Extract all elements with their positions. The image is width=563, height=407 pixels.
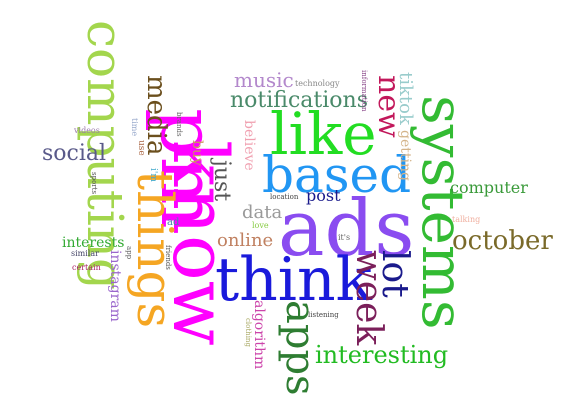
word-believe: believe	[241, 120, 257, 171]
word-time: time	[130, 118, 139, 137]
word-october: october	[452, 226, 553, 256]
word-im: i'm	[148, 168, 158, 182]
word-similar: similar	[71, 249, 99, 258]
word-listening: listening	[308, 311, 339, 319]
word-clothing: clothing	[244, 318, 252, 347]
word-notifications: notifications	[230, 88, 368, 113]
word-based: based	[262, 146, 412, 204]
word-think: think	[215, 245, 372, 315]
word-information: information	[360, 70, 368, 112]
word-certain: certain	[72, 263, 101, 272]
word-videos: videos	[74, 126, 100, 135]
word-ads: ads	[278, 184, 415, 274]
word-its: it's	[338, 233, 351, 242]
word-interests: interests	[62, 235, 125, 251]
word-location: location	[270, 193, 299, 201]
word-things: things	[126, 170, 184, 329]
word-interesting: interesting	[315, 341, 449, 369]
word-ad: ad	[167, 217, 180, 228]
word-friends: friends	[164, 245, 172, 270]
word-love: love	[252, 221, 269, 230]
word-app: app	[125, 246, 133, 260]
word-tiktok: tiktok	[395, 72, 416, 125]
word-media: media	[141, 75, 171, 156]
word-technology: technology	[295, 79, 340, 88]
word-buy: buy	[189, 140, 205, 166]
word-systems: systems	[409, 95, 477, 330]
word-like: like	[270, 100, 377, 168]
word-algorithm: algorithm	[251, 300, 267, 370]
word-computer: computer	[450, 178, 528, 197]
word-lot: lot	[374, 250, 415, 298]
word-sports: sports	[90, 172, 98, 195]
word-brands: brands	[175, 112, 183, 137]
word-just: just	[209, 160, 234, 202]
word-talking: talking	[452, 215, 481, 224]
word-instagram: instagram	[107, 250, 123, 322]
word-social: social	[42, 141, 107, 166]
word-online: online	[217, 230, 274, 251]
word-data: data	[242, 202, 283, 223]
word-post: post	[306, 186, 341, 205]
word-getting: getting	[397, 130, 413, 181]
word-music: music	[234, 68, 294, 92]
word-use: use	[136, 140, 146, 156]
